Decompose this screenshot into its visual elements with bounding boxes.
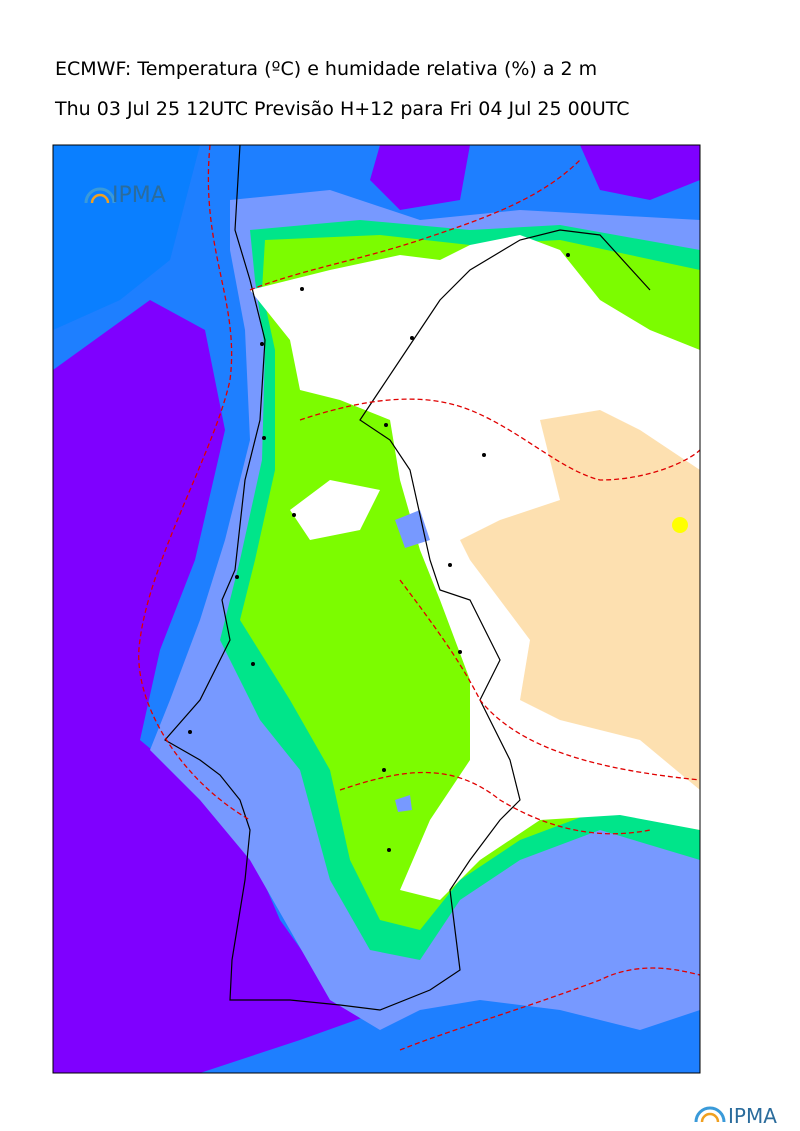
land <box>395 510 430 812</box>
sea <box>370 145 700 210</box>
cities <box>188 253 570 852</box>
hotspot <box>672 517 688 533</box>
land <box>460 410 700 790</box>
logo: IPMA <box>84 183 166 208</box>
sea <box>53 300 370 1073</box>
footer-logo: IPMA <box>694 1104 777 1128</box>
title: ECMWF: Temperatura (ºC) e humidade relat… <box>55 58 597 80</box>
border <box>164 145 651 1011</box>
map-frame <box>52 144 701 1074</box>
footer-logo-text: IPMA <box>728 1104 777 1128</box>
subtitle: Thu 03 Jul 25 12UTC Previsão H+12 para F… <box>54 98 629 120</box>
isotherms <box>138 145 700 1051</box>
land <box>250 235 700 900</box>
land <box>290 350 380 540</box>
map: IPMA <box>53 145 700 1073</box>
logo-text: IPMA <box>112 183 166 208</box>
sea <box>53 145 200 330</box>
